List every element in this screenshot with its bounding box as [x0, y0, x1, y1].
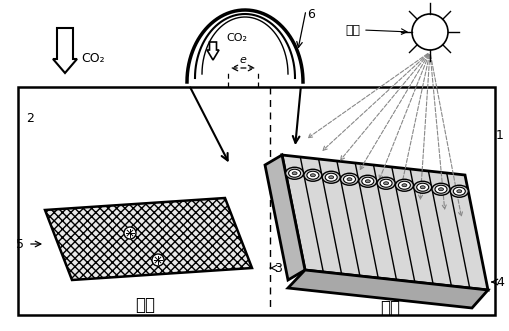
Polygon shape [288, 270, 487, 308]
Text: CO₂: CO₂ [226, 33, 247, 43]
Text: 4: 4 [495, 275, 503, 289]
Ellipse shape [449, 185, 467, 197]
Text: 6: 6 [306, 8, 314, 21]
Ellipse shape [434, 185, 446, 193]
Ellipse shape [292, 172, 297, 175]
Ellipse shape [364, 180, 370, 183]
Ellipse shape [383, 182, 388, 185]
Text: CO₂: CO₂ [81, 52, 104, 65]
Text: 2: 2 [26, 112, 34, 125]
Ellipse shape [328, 176, 333, 179]
Ellipse shape [285, 167, 303, 179]
Ellipse shape [343, 175, 355, 183]
Text: 光源: 光源 [344, 24, 359, 36]
Polygon shape [281, 155, 487, 290]
Ellipse shape [288, 169, 300, 177]
Ellipse shape [394, 179, 413, 191]
Ellipse shape [310, 174, 315, 177]
Ellipse shape [453, 187, 464, 195]
Ellipse shape [361, 177, 373, 185]
Circle shape [124, 227, 136, 239]
Ellipse shape [419, 186, 425, 189]
Ellipse shape [431, 183, 449, 195]
Ellipse shape [303, 169, 321, 181]
Ellipse shape [322, 171, 340, 183]
Ellipse shape [379, 179, 391, 187]
FancyArrow shape [207, 42, 218, 60]
Ellipse shape [346, 178, 351, 181]
Circle shape [152, 254, 164, 266]
Text: 5: 5 [16, 238, 24, 251]
Ellipse shape [376, 177, 394, 189]
Ellipse shape [358, 175, 376, 187]
Ellipse shape [413, 181, 431, 193]
Ellipse shape [416, 183, 428, 191]
FancyArrow shape [53, 28, 77, 73]
Ellipse shape [438, 188, 443, 191]
Text: 污水: 污水 [379, 299, 399, 317]
Text: 3: 3 [273, 261, 281, 274]
Ellipse shape [456, 190, 461, 193]
Polygon shape [265, 155, 304, 280]
Ellipse shape [340, 173, 358, 185]
Ellipse shape [306, 171, 318, 179]
Ellipse shape [398, 181, 410, 189]
Text: e: e [239, 55, 246, 65]
Ellipse shape [325, 173, 336, 181]
Ellipse shape [401, 184, 406, 187]
Text: 污水: 污水 [135, 296, 155, 314]
Polygon shape [45, 198, 251, 280]
Text: 1: 1 [495, 128, 503, 141]
Bar [18, 87, 494, 315]
